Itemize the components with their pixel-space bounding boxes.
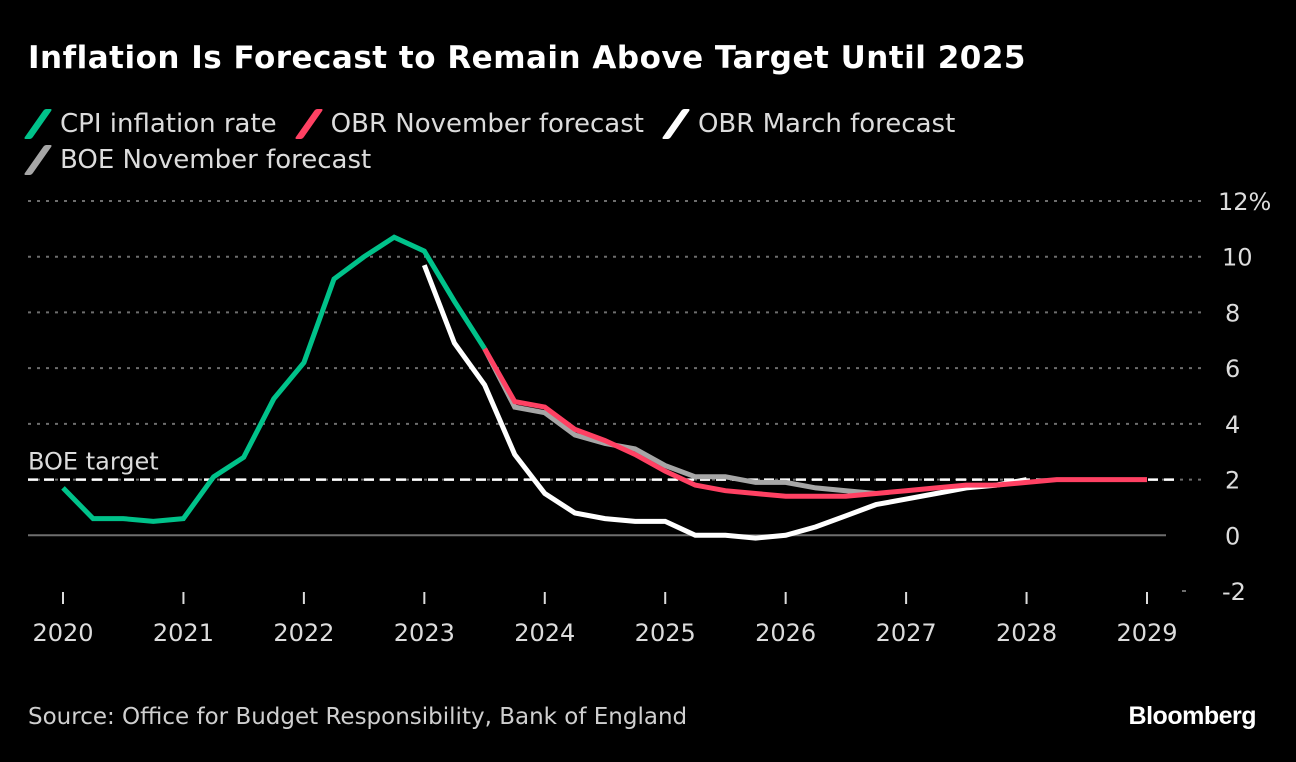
x-tick-label: 2021: [153, 619, 214, 647]
y-tick-label: 2: [1225, 467, 1240, 495]
x-tick-label: 2020: [32, 619, 93, 647]
x-tick-label: 2027: [876, 619, 937, 647]
bloomberg-logo: Bloomberg: [1128, 702, 1257, 730]
obr-march-line: [421, 264, 1028, 541]
y-tick-label: -2: [1222, 578, 1246, 606]
x-tick-label: 2029: [1116, 619, 1177, 647]
boe-november-line: [482, 347, 877, 496]
y-tick-label: 10: [1222, 244, 1253, 272]
legend-label-obr-november: OBR November forecast: [330, 109, 644, 139]
boe-target-label: BOE target: [28, 448, 159, 476]
x-tick-label: 2024: [514, 619, 575, 647]
series-lines: [61, 234, 1147, 541]
x-tick-label: 2023: [394, 619, 455, 647]
y-tick-label: 8: [1225, 299, 1240, 327]
y-tick-label: 12%: [1218, 188, 1271, 216]
legend: CPI inflation rate OBR November forecast…: [23, 106, 1128, 178]
legend-label-boe-november: BOE November forecast: [60, 145, 372, 175]
y-tick-label: 6: [1225, 355, 1240, 383]
x-axis: 2020 2021 2022 2023 2024 2025 2026 2027 2028 2029: [32, 592, 1178, 647]
x-tick-label: 2025: [635, 619, 696, 647]
x-tick-label: 2028: [996, 619, 1057, 647]
source-note: Source: Office for Budget Responsibility…: [28, 704, 688, 730]
boe-target-reference: BOE target: [28, 448, 1180, 481]
legend-label-cpi: CPI inflation rate: [60, 109, 277, 139]
gridlines: [28, 200, 1204, 592]
chart-title: Inflation Is Forecast to Remain Above Ta…: [28, 40, 1026, 76]
legend-item-cpi: CPI inflation rate: [23, 109, 277, 139]
legend-item-boe-november: BOE November forecast: [23, 145, 372, 175]
y-tick-label: 4: [1225, 411, 1240, 439]
y-tick-label: 0: [1225, 522, 1240, 550]
obr-november-line: [482, 347, 1147, 499]
legend-item-obr-march: OBR March forecast: [661, 109, 956, 139]
cpi-line: [61, 234, 487, 524]
legend-label-obr-march: OBR March forecast: [697, 109, 956, 139]
x-tick-label: 2022: [273, 619, 334, 647]
y-axis: 12% 10 8 6 4 2 0 -2: [1218, 188, 1271, 606]
legend-item-obr-november: OBR November forecast: [294, 109, 644, 139]
x-tick-label: 2026: [755, 619, 816, 647]
